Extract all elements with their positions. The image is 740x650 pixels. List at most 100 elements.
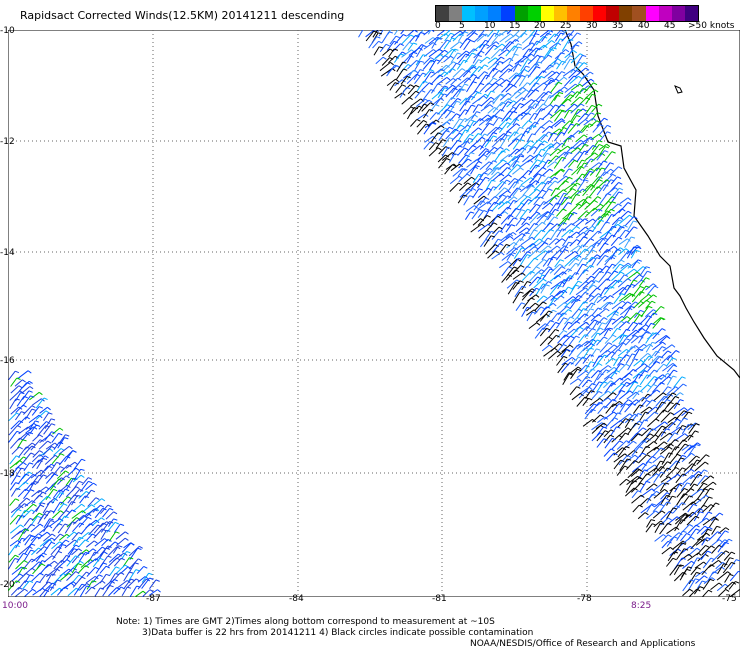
wind-barb: [561, 362, 571, 373]
wind-barb-flag: [43, 513, 49, 516]
wind-barb: [610, 203, 619, 211]
wind-barb: [507, 63, 519, 73]
wind-barb-flag: [591, 383, 596, 386]
wind-barb: [479, 139, 488, 150]
wind-barb-flag: [655, 418, 660, 422]
wind-barb: [616, 440, 627, 450]
wind-barb-flag: [65, 510, 70, 513]
wind-barb: [676, 530, 684, 541]
note-line-2: 3)Data buffer is 22 hrs from 20141211 4)…: [142, 628, 534, 638]
wind-barb-flag: [689, 495, 694, 498]
wind-barb-flag: [531, 236, 536, 241]
wind-barb: [85, 482, 94, 491]
wind-barb-flag: [440, 54, 444, 58]
wind-barb: [640, 266, 647, 276]
wind-barb-flag: [464, 31, 469, 34]
wind-barb: [627, 358, 635, 371]
wind-barb-flag: [515, 39, 520, 42]
wind-barb: [494, 187, 505, 198]
wind-barb-flag: [616, 249, 621, 251]
wind-barb-flag: [706, 532, 711, 537]
wind-barb-flag: [511, 252, 516, 255]
wind-barb: [522, 42, 533, 51]
wind-barb-flag: [506, 148, 510, 152]
wind-barb-flag: [29, 517, 34, 521]
wind-barb: [465, 104, 472, 115]
wind-barb-flag: [607, 349, 611, 353]
wind-barb: [711, 544, 720, 554]
wind-barb: [625, 353, 633, 364]
wind-barb: [556, 289, 565, 297]
wind-barb: [22, 431, 30, 441]
wind-barb: [576, 269, 586, 281]
wind-barb: [702, 589, 709, 597]
wind-barb-flag: [64, 515, 69, 519]
wind-barb: [660, 412, 671, 423]
wind-barb: [32, 398, 42, 406]
wind-barb: [562, 235, 570, 247]
wind-barb-flag: [695, 444, 701, 447]
time-right: 8:25: [631, 601, 652, 611]
wind-barb: [45, 489, 54, 501]
wind-barb: [91, 517, 102, 527]
wind-barb: [98, 547, 107, 560]
legend-tick-label: 45: [664, 21, 676, 31]
wind-barb-flag: [548, 310, 553, 314]
wind-barb: [556, 175, 567, 184]
wind-barb: [30, 474, 40, 486]
wind-barb-flag: [562, 271, 567, 275]
wind-barb: [30, 523, 41, 533]
wind-barb: [638, 285, 647, 296]
wind-barb-flag: [594, 89, 599, 93]
wind-barb-flag: [660, 455, 665, 459]
wind-barb: [464, 96, 472, 106]
wind-barb: [639, 384, 648, 392]
wind-barb-flag: [466, 173, 471, 177]
wind-barb-flag: [508, 266, 513, 269]
wind-barb: [659, 523, 669, 535]
wind-barb: [723, 557, 731, 568]
wind-barb-flag: [423, 119, 428, 123]
wind-barb: [646, 384, 654, 393]
wind-barb-flag: [529, 159, 534, 163]
wind-barb-flag: [36, 580, 41, 584]
wind-barb: [592, 219, 601, 232]
wind-barb: [498, 179, 507, 191]
wind-barb-flag: [638, 390, 643, 393]
wind-barb: [582, 397, 589, 407]
wind-barb: [577, 281, 587, 290]
wind-barb-flag: [21, 515, 26, 518]
wind-barb-flag: [559, 128, 563, 132]
wind-barb-flag: [634, 460, 639, 463]
wind-barb: [665, 467, 677, 478]
wind-barb-flag: [419, 69, 424, 72]
wind-barb: [437, 85, 445, 94]
wind-barb: [470, 223, 482, 233]
wind-barb-flag: [724, 541, 729, 545]
wind-barb-flag: [610, 286, 615, 289]
wind-barb-flag: [29, 462, 34, 465]
wind-barb: [519, 183, 531, 193]
wind-barb: [107, 557, 118, 567]
wind-barb: [38, 440, 48, 450]
wind-barb: [577, 75, 585, 85]
wind-barb: [389, 35, 397, 45]
wind-barb-flag: [93, 482, 97, 486]
wind-barb-flag: [579, 326, 584, 330]
wind-barb: [556, 348, 567, 358]
wind-barb: [422, 89, 432, 101]
wind-barb: [604, 256, 612, 266]
wind-barb-flag: [738, 570, 740, 573]
wind-barb-flag: [410, 34, 415, 38]
wind-barb-flag: [647, 270, 652, 274]
wind-barb-flag: [115, 566, 120, 569]
wind-barb: [512, 257, 519, 267]
wind-barb-flag: [70, 582, 75, 586]
wind-barb: [627, 399, 637, 407]
wind-barb: [452, 118, 461, 130]
wind-barb-flag: [444, 85, 449, 89]
wind-barb: [652, 341, 663, 351]
wind-barb: [604, 382, 613, 394]
wind-barb: [625, 480, 634, 493]
wind-barb-flag: [78, 548, 83, 552]
